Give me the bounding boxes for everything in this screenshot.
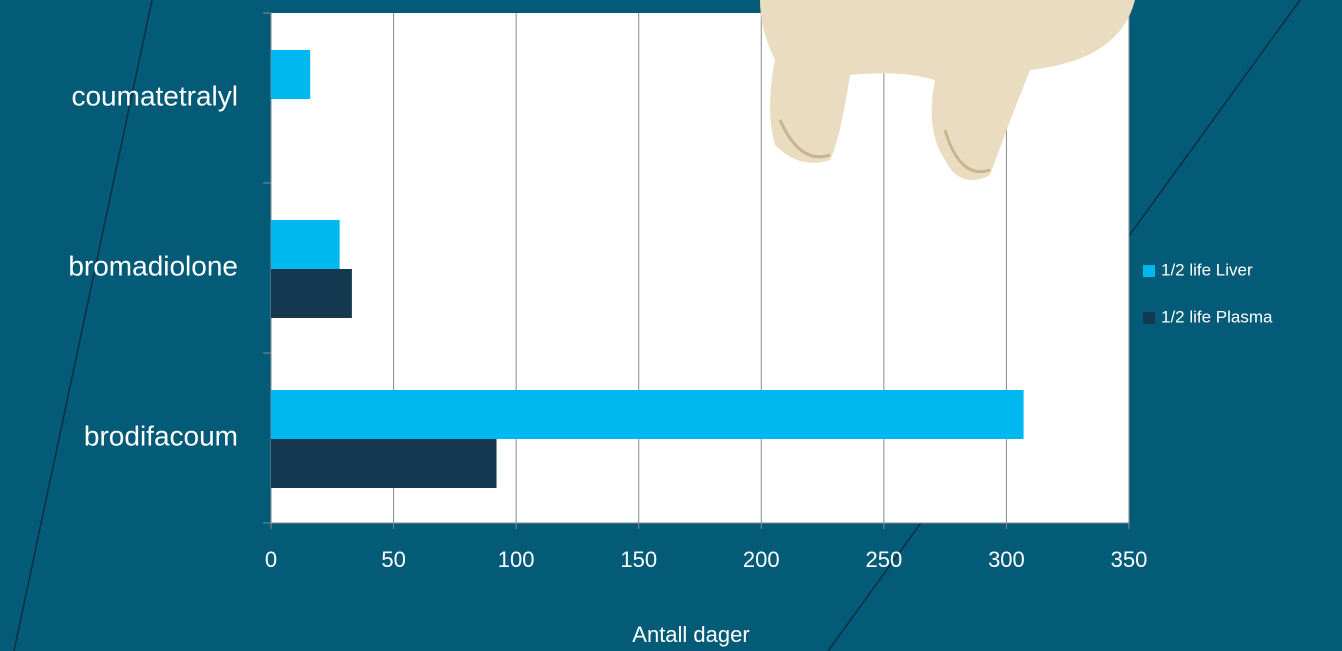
x-tick-label: 50 [381,547,405,572]
x-axis-title: Antall dager [632,622,749,647]
x-tick-label: 100 [498,547,535,572]
y-tick-label: brodifacoum [84,420,238,451]
bar [271,390,1024,439]
legend-label: 1/2 life Plasma [1161,307,1273,326]
legend-label: 1/2 life Liver [1161,260,1253,279]
x-tick-label: 350 [1111,547,1148,572]
x-tick-label: 200 [743,547,780,572]
decor-line [13,0,153,651]
x-tick-label: 150 [620,547,657,572]
y-tick-label: coumatetralyl [71,80,238,111]
bar [271,50,311,99]
puppy-illustration [760,0,1135,180]
legend-swatch [1143,312,1155,324]
x-tick-label: 0 [265,547,277,572]
x-tick-label: 300 [988,547,1025,572]
bar [271,269,352,318]
legend-swatch [1143,265,1155,277]
bar [271,220,340,269]
y-tick-label: bromadiolone [68,250,238,281]
x-tick-label: 250 [865,547,902,572]
bar [271,439,497,488]
